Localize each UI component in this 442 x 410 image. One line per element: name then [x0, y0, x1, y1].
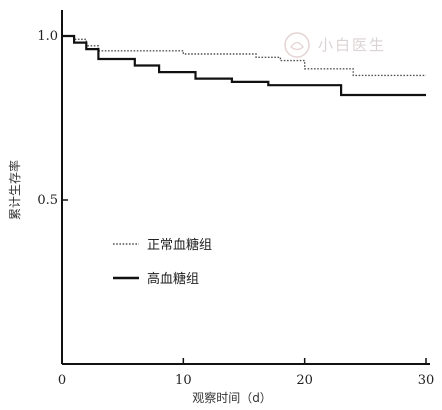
series-layer [62, 34, 426, 97]
x-tick-label: 10 [175, 373, 192, 388]
watermark: 小白医生 [282, 30, 432, 60]
axes [61, 10, 430, 365]
x-axis-label: 观察时间（d） [192, 391, 272, 405]
ticks: 0 10 20 30 0.5 1.0 [37, 29, 434, 388]
y-tick-label: 1.0 [37, 29, 58, 44]
x-tick-label: 20 [296, 373, 313, 388]
y-axis-label: 累计生存率 [7, 160, 22, 220]
x-tick-label: 30 [418, 373, 435, 388]
watermark-logo-icon [284, 32, 310, 58]
x-tick-label: 0 [58, 373, 66, 388]
y-tick-label: 0.5 [37, 193, 58, 208]
legend-label-1: 正常血糖组 [147, 237, 212, 253]
watermark-text: 小白医生 [318, 36, 387, 54]
legend-label-2: 高血糖组 [147, 271, 199, 287]
series-line-2 [62, 34, 426, 97]
